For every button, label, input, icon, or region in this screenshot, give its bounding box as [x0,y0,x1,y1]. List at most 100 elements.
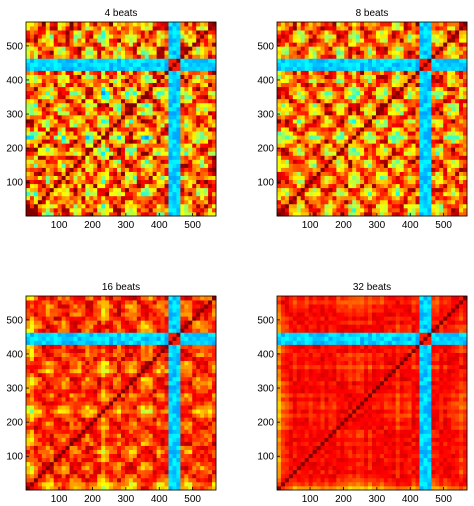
heatmap-cell [121,151,126,156]
heatmap-cell [45,368,51,374]
heatmap-cell [160,199,165,205]
heatmap-cell [320,114,325,120]
heatmap-cell [324,110,329,116]
heatmap-cell [57,106,63,112]
heatmap-cell [439,155,444,160]
heatmap-cell [344,110,349,116]
heatmap-cell [93,203,98,209]
heatmap-cell [37,90,43,96]
heatmap-cell [288,82,294,88]
heatmap-cell [360,163,365,168]
heatmap-cell [69,114,74,120]
heatmap-cell [105,74,110,79]
heatmap-cell [180,106,185,112]
heatmap-cell [372,82,377,88]
heatmap-cell [113,94,118,100]
heatmap-cell [180,110,185,116]
heatmap-cell [29,102,35,108]
heatmap-cell [113,207,118,213]
heatmap-cell [49,38,55,43]
heatmap-cell [324,211,329,217]
heatmap-cell [336,86,341,92]
y-tick-label: 400 [6,75,23,86]
heatmap-cell [200,163,205,168]
heatmap-cell [435,119,440,124]
heatmap-cell [184,191,189,197]
heatmap-cell [356,135,361,140]
heatmap-cell [41,356,47,362]
heatmap-cell [45,159,51,164]
heatmap-cell [168,50,173,55]
heatmap-cell [387,42,393,47]
heatmap-cell [117,114,122,120]
heatmap-cell [383,203,389,209]
heatmap-cell [300,90,306,96]
heatmap-cell [312,151,317,156]
heatmap-cell [288,143,294,148]
heatmap-cell [277,34,282,39]
heatmap-cell [101,46,106,51]
heatmap-cell [117,86,122,92]
heatmap-cell [26,413,31,418]
heatmap-cell [340,159,345,164]
heatmap-cell [288,167,294,172]
heatmap-cell [49,78,55,84]
heatmap-cell [288,102,294,108]
heatmap-cell [423,127,428,132]
heatmap-cell [399,159,405,164]
heatmap-cell [208,147,213,152]
heatmap-cell [188,183,193,189]
heatmap-cell [156,187,161,193]
heatmap-cell [356,74,361,79]
heatmap-cell [332,147,337,152]
heatmap-cell [312,131,317,136]
heatmap-cell [300,22,306,27]
heatmap-cell [324,46,329,51]
heatmap-cell [348,127,353,132]
heatmap-cell [451,207,456,213]
heatmap-cell [451,70,456,75]
heatmap-cell [372,114,377,120]
heatmap-cell [328,66,333,71]
heatmap-cell [124,151,130,156]
heatmap-cell [419,34,424,39]
heatmap-cell [136,22,142,27]
heatmap-cell [121,66,126,71]
heatmap-cell [395,143,401,148]
heatmap-cell [53,203,59,209]
heatmap-cell [288,147,294,152]
heatmap-cell [277,203,282,209]
heatmap-cell [109,191,114,197]
heatmap-cell [85,74,90,79]
heatmap-cell [383,38,389,43]
heatmap-cell [53,183,59,189]
heatmap-cell [41,199,47,205]
heatmap-cell [124,42,130,47]
heatmap-cell [415,78,420,84]
heatmap-cell [156,143,161,148]
heatmap-cell [192,195,197,201]
heatmap-cell [156,62,161,67]
heatmap-cell [332,114,337,120]
heatmap-cell [45,469,51,475]
heatmap-cell [37,42,43,47]
heatmap-cell [292,42,298,47]
heatmap-cell [447,187,452,193]
heatmap-cell [69,74,74,79]
heatmap-cell [387,26,393,31]
heatmap-cell [352,159,357,164]
heatmap-cell [308,38,314,43]
heatmap-cell [140,131,146,136]
heatmap-cell [395,203,401,209]
heatmap-cell [383,175,389,181]
heatmap-cell [439,143,444,148]
heatmap-cell [304,86,310,92]
heatmap-cell [304,207,310,213]
heatmap-cell [391,147,397,152]
heatmap-cell [431,131,436,136]
heatmap-cell [26,421,31,426]
heatmap-cell [288,94,294,100]
heatmap-cell [403,175,409,181]
heatmap-cell [368,207,373,213]
heatmap-cell [93,183,98,189]
